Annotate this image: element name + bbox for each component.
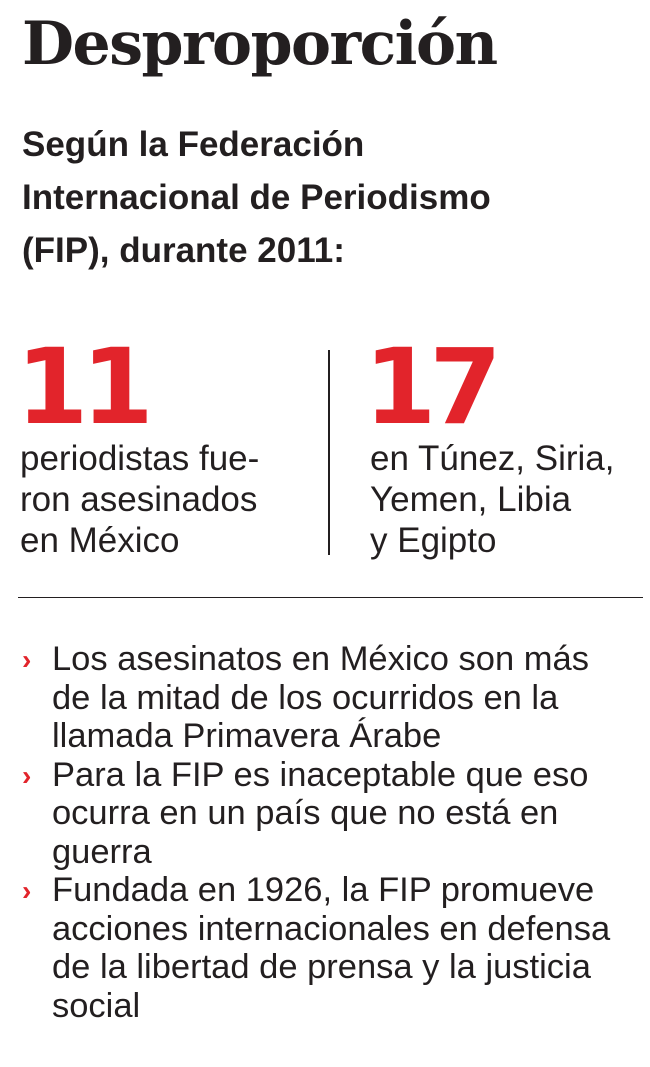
subtitle-line: Internacional de Periodismo bbox=[22, 178, 491, 217]
bullet-line: ocurra en un país que no está en bbox=[52, 794, 559, 832]
bullet-line: acciones internacionales en defensa bbox=[52, 909, 611, 948]
stat-caption-mexico: periodistas fue- ron asesinados en Méxic… bbox=[20, 438, 259, 561]
vertical-divider bbox=[328, 350, 330, 555]
headline: Desproporción bbox=[22, 9, 498, 79]
bullet-line: Para la FIP es inaceptable que eso bbox=[52, 755, 589, 794]
stat-caption-line: ron asesinados bbox=[20, 480, 258, 519]
stat-caption-line: Yemen, Libia bbox=[370, 480, 572, 519]
bullet-line: Fundada en 1926, la FIP promueve bbox=[52, 871, 595, 909]
subtitle: Según la Federación Internacional de Per… bbox=[22, 118, 622, 277]
chevron-right-icon: › bbox=[22, 759, 32, 791]
bullet-line: social bbox=[52, 986, 141, 1025]
stat-caption-arab-spring: en Túnez, Siria, Yemen, Libia y Egipto bbox=[370, 438, 615, 561]
subtitle-line: (FIP), durante 2011: bbox=[22, 231, 345, 270]
bullet-item: › Los asesinatos en México son más de la… bbox=[22, 640, 642, 756]
stat-caption-line: y Egipto bbox=[370, 521, 497, 560]
chevron-right-icon: › bbox=[22, 875, 32, 906]
stat-caption-line: en México bbox=[20, 521, 180, 560]
stat-number-arab-spring: 17 bbox=[364, 326, 502, 448]
bullet-line: de la libertad de prensa y la justicia bbox=[52, 948, 591, 986]
bullet-line: Los asesinatos en México son más bbox=[52, 640, 589, 678]
stat-caption-line: en Túnez, Siria, bbox=[370, 439, 615, 478]
subtitle-line: Según la Federación bbox=[22, 125, 365, 164]
bullet-line: llamada Primavera Árabe bbox=[52, 717, 442, 755]
bullet-item: › Fundada en 1926, la FIP promueve accio… bbox=[22, 871, 642, 1025]
stat-number-mexico: 11 bbox=[16, 326, 154, 448]
bullet-list: › Los asesinatos en México son más de la… bbox=[22, 640, 642, 1025]
bullet-line: guerra bbox=[52, 832, 152, 871]
stat-caption-line: periodistas fue- bbox=[20, 439, 260, 478]
horizontal-divider bbox=[18, 597, 643, 598]
bullet-line: de la mitad de los ocurridos en la bbox=[52, 678, 559, 717]
bullet-item: › Para la FIP es inaceptable que eso ocu… bbox=[22, 756, 642, 872]
chevron-right-icon: › bbox=[22, 644, 32, 675]
